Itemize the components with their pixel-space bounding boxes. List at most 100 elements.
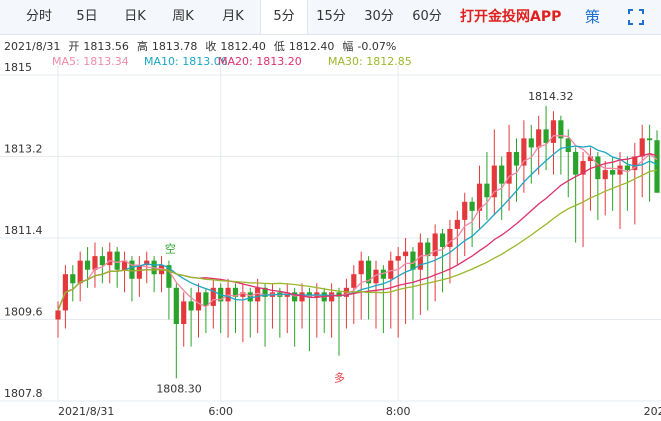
ma-line bbox=[57, 169, 658, 311]
candle-body bbox=[380, 269, 386, 279]
candle-body bbox=[624, 165, 631, 171]
candle-body bbox=[469, 201, 475, 211]
candle-body bbox=[247, 292, 253, 302]
candle-body bbox=[454, 219, 460, 229]
candle-body bbox=[647, 138, 653, 141]
candle-body bbox=[121, 260, 128, 270]
low-label: 1808.30 bbox=[156, 382, 202, 395]
candle-body bbox=[610, 170, 616, 175]
candle-body bbox=[521, 138, 527, 166]
info-value: -0.07% bbox=[357, 40, 396, 53]
candle-body bbox=[240, 292, 246, 297]
candle-body bbox=[99, 256, 105, 266]
info-value: 1812.40 bbox=[220, 40, 266, 53]
y-tick-label: 1807.8 bbox=[4, 387, 43, 400]
candle-body bbox=[351, 274, 357, 288]
candle-body bbox=[292, 292, 298, 302]
candle-body bbox=[388, 260, 394, 279]
info-label: 高 bbox=[137, 39, 148, 53]
y-tick-label: 1809.6 bbox=[4, 306, 43, 319]
candle-body bbox=[107, 251, 113, 266]
tab[interactable]: 分时 bbox=[25, 9, 52, 24]
candle-body bbox=[366, 260, 372, 284]
info-label: 收 bbox=[205, 39, 216, 53]
x-tick-label: 2021/8/31 bbox=[644, 405, 661, 418]
ma-line bbox=[57, 135, 658, 311]
candle-body bbox=[373, 269, 379, 284]
candle-body bbox=[144, 260, 150, 266]
ma-legend: MA20: 1813.20 bbox=[218, 55, 302, 68]
candle-body bbox=[506, 151, 512, 184]
tab[interactable]: 30分 bbox=[364, 9, 394, 24]
candle-body bbox=[543, 129, 549, 143]
candle-body bbox=[654, 140, 660, 193]
candle-body bbox=[550, 120, 557, 143]
tab[interactable]: 60分 bbox=[412, 9, 442, 24]
ma-legend: MA5: 1813.34 bbox=[52, 55, 129, 68]
candle-body bbox=[188, 301, 194, 311]
candle-body bbox=[447, 228, 453, 248]
y-tick-label: 1815 bbox=[4, 61, 32, 74]
ma-legend: MA10: 1813.06 bbox=[144, 55, 228, 68]
tab[interactable]: 5日 bbox=[76, 9, 98, 24]
info-label: 开 bbox=[68, 40, 79, 53]
tab-bar: 分时 5日 日K 周K 月K 5分 15分 30分 60分 bbox=[0, 0, 661, 35]
candle-body bbox=[462, 201, 468, 220]
long-signal: 多 bbox=[334, 371, 345, 385]
candle-body bbox=[528, 138, 534, 148]
tab[interactable]: 5分 bbox=[260, 0, 308, 34]
candle-body bbox=[410, 251, 416, 270]
candle-body bbox=[329, 292, 335, 302]
candle-body bbox=[181, 301, 187, 325]
chart: 2021/8/31 开 1813.56 高 1813.78 收 1812.40 低 1812.4… bbox=[0, 39, 661, 418]
tab[interactable]: 月K bbox=[222, 9, 244, 24]
tab[interactable]: 15分 bbox=[316, 9, 346, 24]
candle-body bbox=[173, 287, 179, 325]
y-tick-label: 1813.2 bbox=[4, 143, 43, 156]
candle-body bbox=[484, 183, 490, 198]
candle-body bbox=[262, 287, 268, 297]
info-label: 幅 bbox=[342, 40, 353, 53]
tab[interactable]: 日K bbox=[124, 9, 146, 24]
candle-body bbox=[336, 292, 342, 297]
candle-body bbox=[587, 156, 594, 162]
info-label: 低 bbox=[274, 40, 285, 53]
candle-body bbox=[439, 233, 446, 248]
candle-body bbox=[513, 151, 520, 166]
candle-body bbox=[232, 287, 239, 297]
tab[interactable]: 周K bbox=[172, 9, 194, 24]
short-signal: 空 bbox=[165, 242, 176, 256]
candle-body bbox=[639, 138, 645, 157]
strategy-icon[interactable]: 策 bbox=[585, 8, 601, 26]
x-tick-label: 6:00 bbox=[208, 405, 233, 418]
ma-legend: MA30: 1812.85 bbox=[328, 55, 412, 68]
info-value: 1812.40 bbox=[289, 40, 335, 53]
candle-body bbox=[210, 287, 216, 306]
candle-body bbox=[595, 156, 601, 180]
candle-body bbox=[632, 156, 638, 171]
candle-body bbox=[617, 165, 623, 175]
candle-body bbox=[558, 120, 564, 139]
candle-body bbox=[536, 129, 542, 148]
x-tick-label: 8:00 bbox=[386, 405, 411, 418]
candle-body bbox=[70, 274, 76, 284]
candle-body bbox=[491, 165, 497, 198]
candle-body bbox=[166, 265, 172, 288]
fullscreen-icon[interactable] bbox=[628, 9, 644, 25]
candle-body bbox=[195, 292, 202, 311]
candle-body bbox=[425, 242, 431, 257]
candle-body bbox=[573, 151, 579, 175]
candle-body bbox=[92, 256, 98, 270]
x-tick-label: 2021/8/31 bbox=[58, 405, 114, 418]
candle-body bbox=[255, 287, 261, 302]
candle-body bbox=[84, 260, 91, 270]
candle-body bbox=[358, 260, 364, 275]
app-link[interactable]: 打开金投网APP bbox=[460, 9, 562, 25]
candle-body bbox=[77, 260, 83, 284]
info-value: 1813.78 bbox=[152, 40, 198, 53]
candle-body bbox=[602, 170, 608, 180]
candle-body bbox=[432, 233, 438, 257]
candle-body bbox=[565, 138, 571, 152]
candle-body bbox=[136, 265, 142, 279]
